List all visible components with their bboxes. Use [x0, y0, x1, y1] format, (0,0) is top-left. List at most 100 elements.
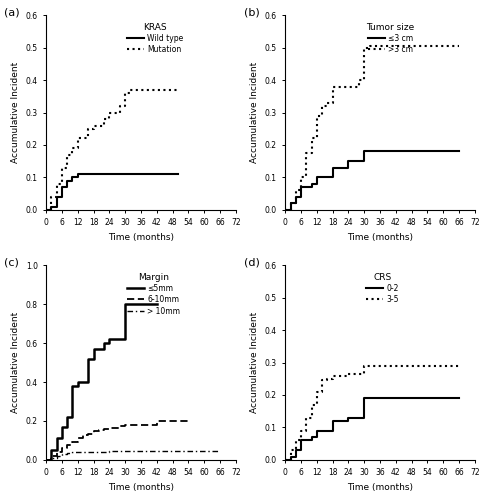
>3 cm: [366, 44, 372, 51]
≤5mm: [85, 379, 91, 385]
6-10mm: [91, 430, 97, 436]
≤5mm: [54, 436, 60, 442]
Mutation: [117, 110, 123, 116]
> 10mm: [48, 455, 54, 461]
Mutation: [122, 103, 128, 109]
6-10mm: [75, 436, 81, 442]
Line: Wild type: Wild type: [46, 174, 178, 210]
Line: > 10mm: > 10mm: [46, 451, 220, 460]
>3 cm: [356, 84, 362, 89]
Wild type: [64, 178, 70, 184]
>3 cm: [366, 43, 372, 49]
0-2: [298, 438, 304, 444]
3-5: [456, 363, 462, 369]
Wild type: [75, 174, 81, 180]
> 10mm: [48, 457, 54, 463]
Y-axis label: Accumulative Incident: Accumulative Incident: [250, 62, 259, 163]
Wild type: [70, 174, 76, 180]
Line: Mutation: Mutation: [46, 90, 178, 210]
≤5mm: [48, 457, 54, 463]
> 10mm: [75, 449, 81, 455]
Line: >3 cm: >3 cm: [285, 46, 459, 210]
3-5: [298, 438, 304, 444]
>3 cm: [356, 77, 362, 83]
> 10mm: [54, 453, 60, 459]
Mutation: [64, 164, 70, 170]
Mutation: [91, 122, 97, 128]
≤3 cm: [283, 207, 288, 213]
6-10mm: [85, 432, 91, 438]
0-2: [314, 434, 320, 440]
Wild type: [59, 194, 65, 200]
≤5mm: [85, 356, 91, 362]
Line: ≤3 cm: ≤3 cm: [285, 152, 459, 210]
Mutation: [101, 116, 107, 122]
6-10mm: [122, 423, 128, 429]
Mutation: [48, 194, 54, 200]
≤5mm: [70, 383, 76, 389]
Mutation: [91, 126, 97, 132]
Wild type: [70, 178, 76, 184]
> 10mm: [70, 449, 76, 455]
≤3 cm: [314, 174, 320, 180]
≤5mm: [101, 340, 107, 346]
≤5mm: [91, 356, 97, 362]
0-2: [309, 438, 315, 444]
≤3 cm: [298, 194, 304, 200]
≤3 cm: [361, 148, 367, 154]
>3 cm: [330, 84, 336, 89]
≤5mm: [48, 447, 54, 453]
0-2: [456, 395, 462, 401]
6-10mm: [75, 440, 81, 446]
>3 cm: [325, 103, 330, 109]
≤3 cm: [309, 181, 315, 187]
3-5: [287, 447, 293, 453]
>3 cm: [330, 100, 336, 106]
Legend: 0-2, 3-5: 0-2, 3-5: [365, 271, 400, 306]
>3 cm: [319, 103, 325, 109]
> 10mm: [64, 451, 70, 457]
Line: 0-2: 0-2: [285, 398, 459, 460]
>3 cm: [456, 43, 462, 49]
3-5: [314, 388, 320, 394]
≤5mm: [91, 346, 97, 352]
6-10mm: [59, 445, 65, 451]
Wild type: [175, 171, 181, 177]
> 10mm: [54, 455, 60, 461]
Y-axis label: Accumulative Incident: Accumulative Incident: [11, 62, 20, 163]
>3 cm: [304, 174, 309, 180]
Mutation: [75, 136, 81, 141]
≤3 cm: [309, 184, 315, 190]
Mutation: [70, 145, 76, 151]
0-2: [287, 457, 293, 463]
Line: ≤5mm: ≤5mm: [46, 304, 157, 460]
6-10mm: [154, 422, 160, 428]
Mutation: [127, 90, 133, 96]
Mutation: [117, 103, 123, 109]
> 10mm: [106, 448, 112, 454]
6-10mm: [101, 426, 107, 432]
6-10mm: [106, 426, 112, 432]
> 10mm: [217, 448, 223, 454]
6-10mm: [54, 453, 60, 459]
0-2: [346, 418, 351, 424]
Line: 6-10mm: 6-10mm: [46, 421, 188, 460]
≤5mm: [54, 447, 60, 453]
6-10mm: [48, 453, 54, 459]
≤5mm: [122, 336, 128, 342]
X-axis label: Time (months): Time (months): [108, 482, 174, 492]
≤5mm: [154, 301, 160, 307]
>3 cm: [309, 150, 315, 156]
≤5mm: [75, 383, 81, 389]
> 10mm: [43, 457, 49, 463]
≤3 cm: [346, 164, 351, 170]
Mutation: [75, 145, 81, 151]
3-5: [361, 363, 367, 369]
6-10mm: [122, 422, 128, 428]
0-2: [287, 454, 293, 460]
> 10mm: [59, 453, 65, 459]
3-5: [393, 363, 399, 369]
Mutation: [101, 122, 107, 128]
3-5: [393, 363, 399, 369]
Mutation: [127, 87, 133, 93]
